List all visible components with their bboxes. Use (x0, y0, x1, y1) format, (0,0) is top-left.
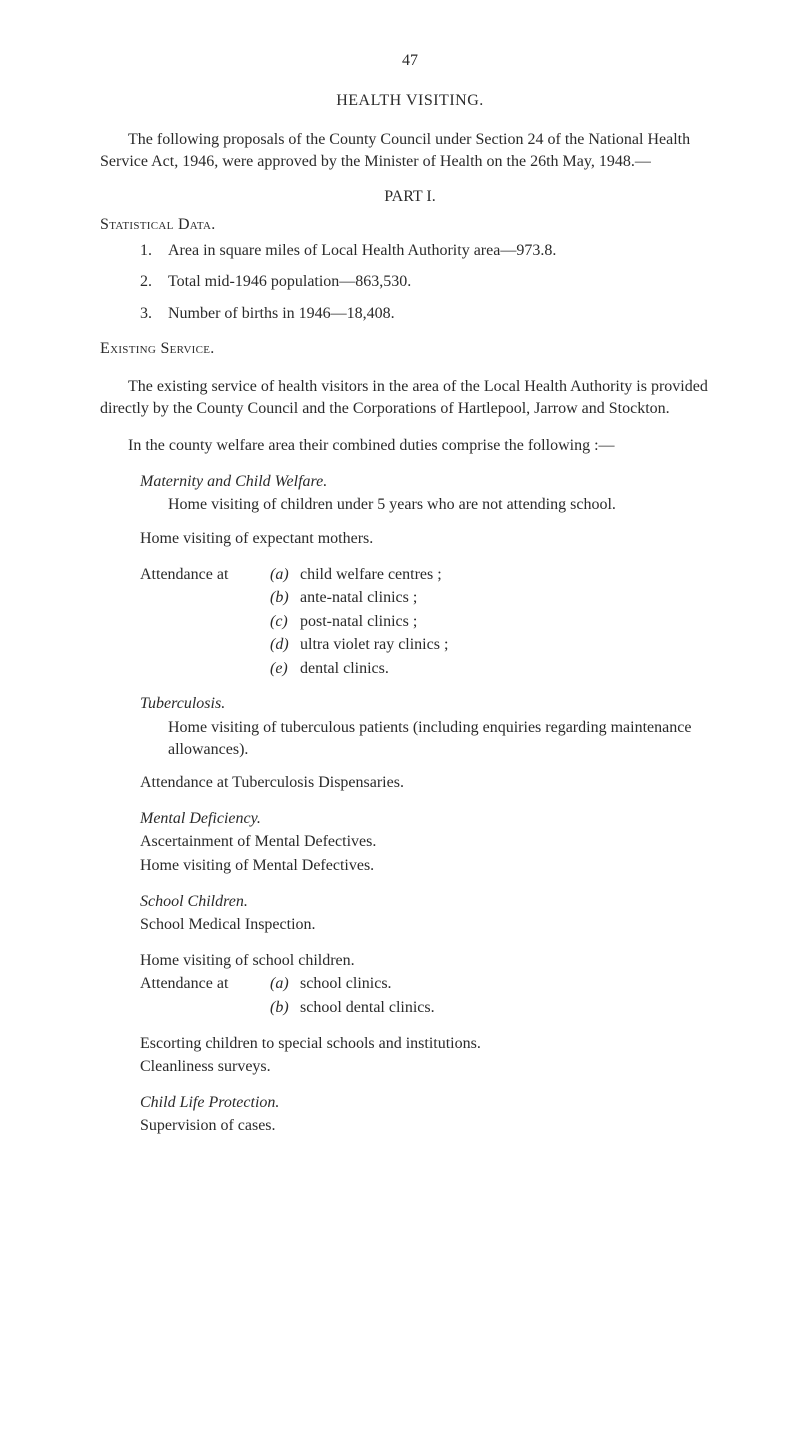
school-line: Escorting children to special schools an… (140, 1033, 720, 1055)
existing-service-heading: Existing Service. (100, 338, 720, 360)
school-attendance-text: school clinics. (300, 973, 720, 995)
stat-item-text: Number of births in 1946—18,408. (168, 303, 720, 325)
school-children-heading: School Children. (140, 891, 720, 913)
attendance-text: ultra violet ray clinics ; (300, 634, 720, 656)
attendance-letter: (a) (270, 564, 300, 586)
school-attendance-row: (b) school dental clinics. (270, 997, 720, 1019)
child-life-line: Supervision of cases. (140, 1115, 720, 1137)
attendance-label: Attendance at (140, 564, 270, 586)
school-attendance-letter: (b) (270, 997, 300, 1019)
tuberculosis-line: Attendance at Tuberculosis Dispensaries. (140, 772, 720, 794)
school-attendance-label: Attendance at (140, 973, 270, 995)
attendance-text: child welfare centres ; (300, 564, 720, 586)
attendance-letter: (c) (270, 611, 300, 633)
stat-item-number: 3. (140, 303, 168, 325)
attendance-letter: (b) (270, 587, 300, 609)
county-welfare-paragraph: In the county welfare area their combine… (100, 435, 720, 457)
maternity-line: Home visiting of children under 5 years … (168, 494, 720, 516)
statistical-data-heading: Statistical Data. (100, 214, 720, 236)
attendance-text: post-natal clinics ; (300, 611, 720, 633)
attendance-row: (c) post-natal clinics ; (270, 611, 720, 633)
attendance-row: (b) ante-natal clinics ; (270, 587, 720, 609)
tuberculosis-heading: Tuberculosis. (140, 693, 720, 715)
attendance-text: dental clinics. (300, 658, 720, 680)
part-heading: PART I. (100, 186, 720, 208)
stat-item-text: Area in square miles of Local Health Aut… (168, 240, 720, 262)
stat-item-number: 2. (140, 271, 168, 293)
child-life-heading: Child Life Protection. (140, 1092, 720, 1114)
stat-item-number: 1. (140, 240, 168, 262)
attendance-row: (d) ultra violet ray clinics ; (270, 634, 720, 656)
school-line: Cleanliness surveys. (140, 1056, 720, 1078)
school-attendance-row: Attendance at (a) school clinics. (140, 973, 720, 995)
school-line: School Medical Inspection. (140, 914, 720, 936)
stat-item: 1. Area in square miles of Local Health … (140, 240, 720, 262)
section-title: HEALTH VISITING. (100, 90, 720, 112)
stat-item-text: Total mid-1946 population—863,530. (168, 271, 720, 293)
attendance-letter: (d) (270, 634, 300, 656)
maternity-line: Home visiting of expectant mothers. (140, 528, 720, 550)
attendance-letter: (e) (270, 658, 300, 680)
attendance-row: Attendance at (a) child welfare centres … (140, 564, 720, 586)
page-number: 47 (100, 50, 720, 72)
attendance-text: ante-natal clinics ; (300, 587, 720, 609)
school-attendance-text: school dental clinics. (300, 997, 720, 1019)
mental-deficiency-heading: Mental Deficiency. (140, 808, 720, 830)
attendance-row: (e) dental clinics. (270, 658, 720, 680)
tuberculosis-line: Home visiting of tuberculous patients (i… (168, 717, 720, 760)
maternity-heading: Maternity and Child Welfare. (140, 471, 720, 493)
school-line: Home visiting of school children. (140, 950, 720, 972)
school-attendance-letter: (a) (270, 973, 300, 995)
mental-line: Ascertainment of Mental Defectives. (140, 831, 720, 853)
existing-service-paragraph: The existing service of health visitors … (100, 376, 720, 419)
intro-paragraph: The following proposals of the County Co… (100, 129, 720, 172)
stat-item: 2. Total mid-1946 population—863,530. (140, 271, 720, 293)
stat-item: 3. Number of births in 1946—18,408. (140, 303, 720, 325)
mental-line: Home visiting of Mental Defectives. (140, 855, 720, 877)
